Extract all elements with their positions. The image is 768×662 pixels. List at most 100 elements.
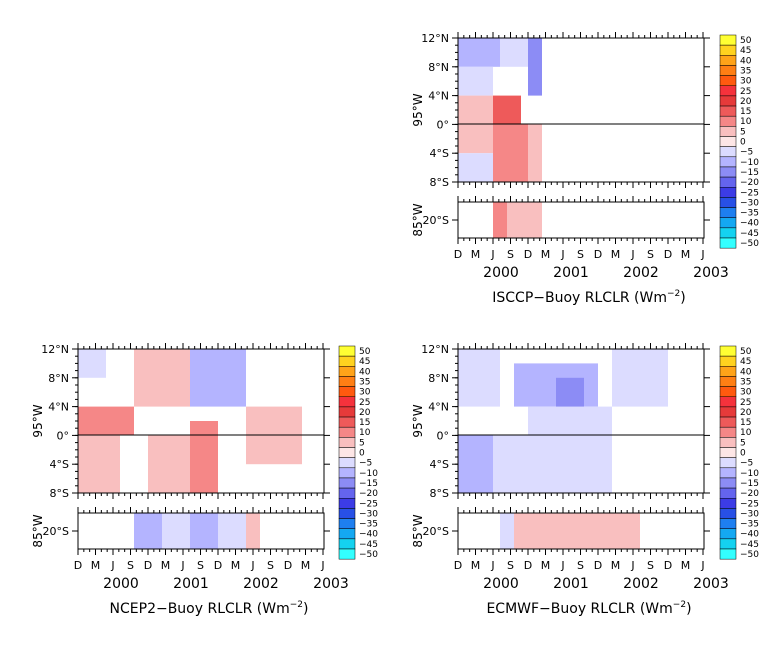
- isccp-month-label: M: [541, 248, 551, 261]
- isccp-y-axis-label: 95°W: [411, 93, 425, 126]
- isccp-y-tick-label: 4°S: [430, 147, 449, 160]
- ncep2-strip-cell-0: [134, 513, 162, 549]
- colorbar-swatch: [719, 548, 737, 560]
- colorbar-swatch: [719, 44, 737, 56]
- colorbar-swatch: [719, 355, 737, 367]
- isccp-y-ticks: 12°N 8°N 4°N 0° 4°S 8°S: [421, 32, 710, 189]
- isccp-year-label: 2003: [693, 265, 729, 281]
- colorbar-label: 20: [740, 408, 752, 418]
- ecmwf-month-label: M: [681, 559, 691, 572]
- colorbar-label: 35: [740, 66, 751, 76]
- colorbar-swatch: [719, 366, 737, 377]
- ecmwf-year-label: 2001: [553, 576, 589, 592]
- ncep2-colorbar: 50454035302520151050−5−10−15−20−25−30−35…: [338, 345, 378, 560]
- colorbar-swatch: [719, 115, 737, 127]
- colorbar-swatch: [719, 406, 737, 418]
- colorbar-swatch: [338, 376, 356, 387]
- colorbar-swatch: [338, 467, 356, 479]
- ncep2-strip-cell-2: [190, 513, 218, 549]
- colorbar-label: 10: [359, 428, 371, 438]
- ecmwf-y-tick-label: 12°N: [421, 343, 449, 356]
- colorbar-swatch: [719, 197, 737, 208]
- ncep2-year-labels: 2000 2001 2002 2003: [103, 576, 349, 592]
- isccp-month-label: J: [560, 248, 564, 261]
- ecmwf-y-tick-label: 8°N: [428, 372, 449, 385]
- ecmwf-strip-cell-1: [514, 513, 640, 549]
- colorbar-label: 0: [740, 138, 746, 148]
- colorbar-swatch: [719, 237, 737, 249]
- ecmwf-year-label: 2000: [483, 576, 519, 592]
- colorbar-label: 5: [740, 438, 746, 448]
- ncep2-panel-title: NCEP2−Buoy RLCLR (Wm−2): [110, 600, 309, 617]
- colorbar-label: −50: [740, 550, 759, 560]
- colorbar-label: −20: [740, 489, 759, 499]
- ncep2-cell-3: [134, 349, 190, 407]
- isccp-cell-9: [528, 124, 542, 182]
- isccp-y-tick-label: 8°N: [428, 61, 449, 74]
- isccp-month-label: D: [594, 248, 602, 261]
- colorbar-swatch: [719, 457, 737, 469]
- colorbar-swatch: [719, 65, 737, 76]
- colorbar-swatch: [338, 396, 356, 408]
- ncep2-y-tick-label: 4°N: [48, 401, 69, 414]
- colorbar-swatch: [338, 487, 356, 499]
- colorbar-label: 0: [359, 449, 365, 459]
- isccp-strip-cell-1: [507, 202, 542, 238]
- colorbar-swatch: [719, 95, 737, 107]
- colorbar-swatch: [719, 386, 737, 397]
- ncep2-month-label: M: [301, 559, 311, 572]
- ncep2-month-label: M: [161, 559, 171, 572]
- ncep2-month-label: J: [110, 559, 114, 572]
- colorbar-swatch: [719, 85, 737, 97]
- colorbar-swatch: [338, 528, 356, 540]
- colorbar-label: −15: [740, 479, 759, 489]
- colorbar-swatch: [338, 538, 356, 550]
- ecmwf-panel-title: ECMWF−Buoy RLCLR (Wm−2): [486, 600, 691, 617]
- colorbar-label: 35: [359, 377, 370, 387]
- colorbar-label: −15: [740, 168, 759, 178]
- colorbar-swatch: [719, 207, 737, 218]
- colorbar-swatch: [338, 518, 356, 529]
- colorbar-swatch: [719, 146, 737, 158]
- ecmwf-heatmap: [458, 349, 668, 493]
- ncep2-strip-cell-1: [162, 513, 190, 549]
- colorbar-swatch: [719, 447, 737, 458]
- isccp-strip-cells: [493, 202, 542, 238]
- ecmwf-month-label: S: [647, 559, 654, 572]
- colorbar-label: −20: [359, 489, 378, 499]
- ncep2-month-label: M: [91, 559, 101, 572]
- ecmwf-y-tick-label: 4°S: [430, 458, 449, 471]
- ecmwf-strip-y-axis-label: 85°W: [411, 514, 425, 547]
- isccp-cell-5: [500, 38, 528, 67]
- isccp-month-label: M: [681, 248, 691, 261]
- colorbar-label: 45: [740, 46, 751, 56]
- ncep2-month-label: S: [197, 559, 204, 572]
- ncep2-cell-1: [78, 406, 134, 436]
- colorbar-swatch: [719, 227, 737, 239]
- ncep2-cell-0: [78, 349, 106, 378]
- ncep2-month-label: D: [74, 559, 82, 572]
- isccp-panel-title: ISCCP−Buoy RLCLR (Wm−2): [492, 289, 686, 306]
- isccp-year-label: 2001: [553, 265, 589, 281]
- colorbar-label: −35: [740, 209, 759, 219]
- colorbar-label: −40: [740, 219, 759, 229]
- ecmwf-strip-lat-label: 20°S: [423, 525, 449, 538]
- ecmwf-strip-cell-0: [500, 513, 514, 549]
- ecmwf-cell-2: [493, 435, 528, 493]
- isccp-cell-6: [493, 124, 528, 182]
- colorbar-label: −25: [740, 188, 759, 198]
- isccp-y-tick-label: 12°N: [421, 32, 449, 45]
- isccp-month-label: S: [577, 248, 584, 261]
- colorbar-label: −5: [359, 459, 372, 469]
- colorbar-swatch: [338, 355, 356, 367]
- colorbar-swatch: [719, 156, 737, 168]
- ecmwf-x-ticks: [457, 343, 704, 555]
- ecmwf-month-label: J: [560, 559, 564, 572]
- colorbar-label: 50: [359, 347, 371, 357]
- colorbar-swatch: [719, 396, 737, 408]
- isccp-month-label: D: [454, 248, 462, 261]
